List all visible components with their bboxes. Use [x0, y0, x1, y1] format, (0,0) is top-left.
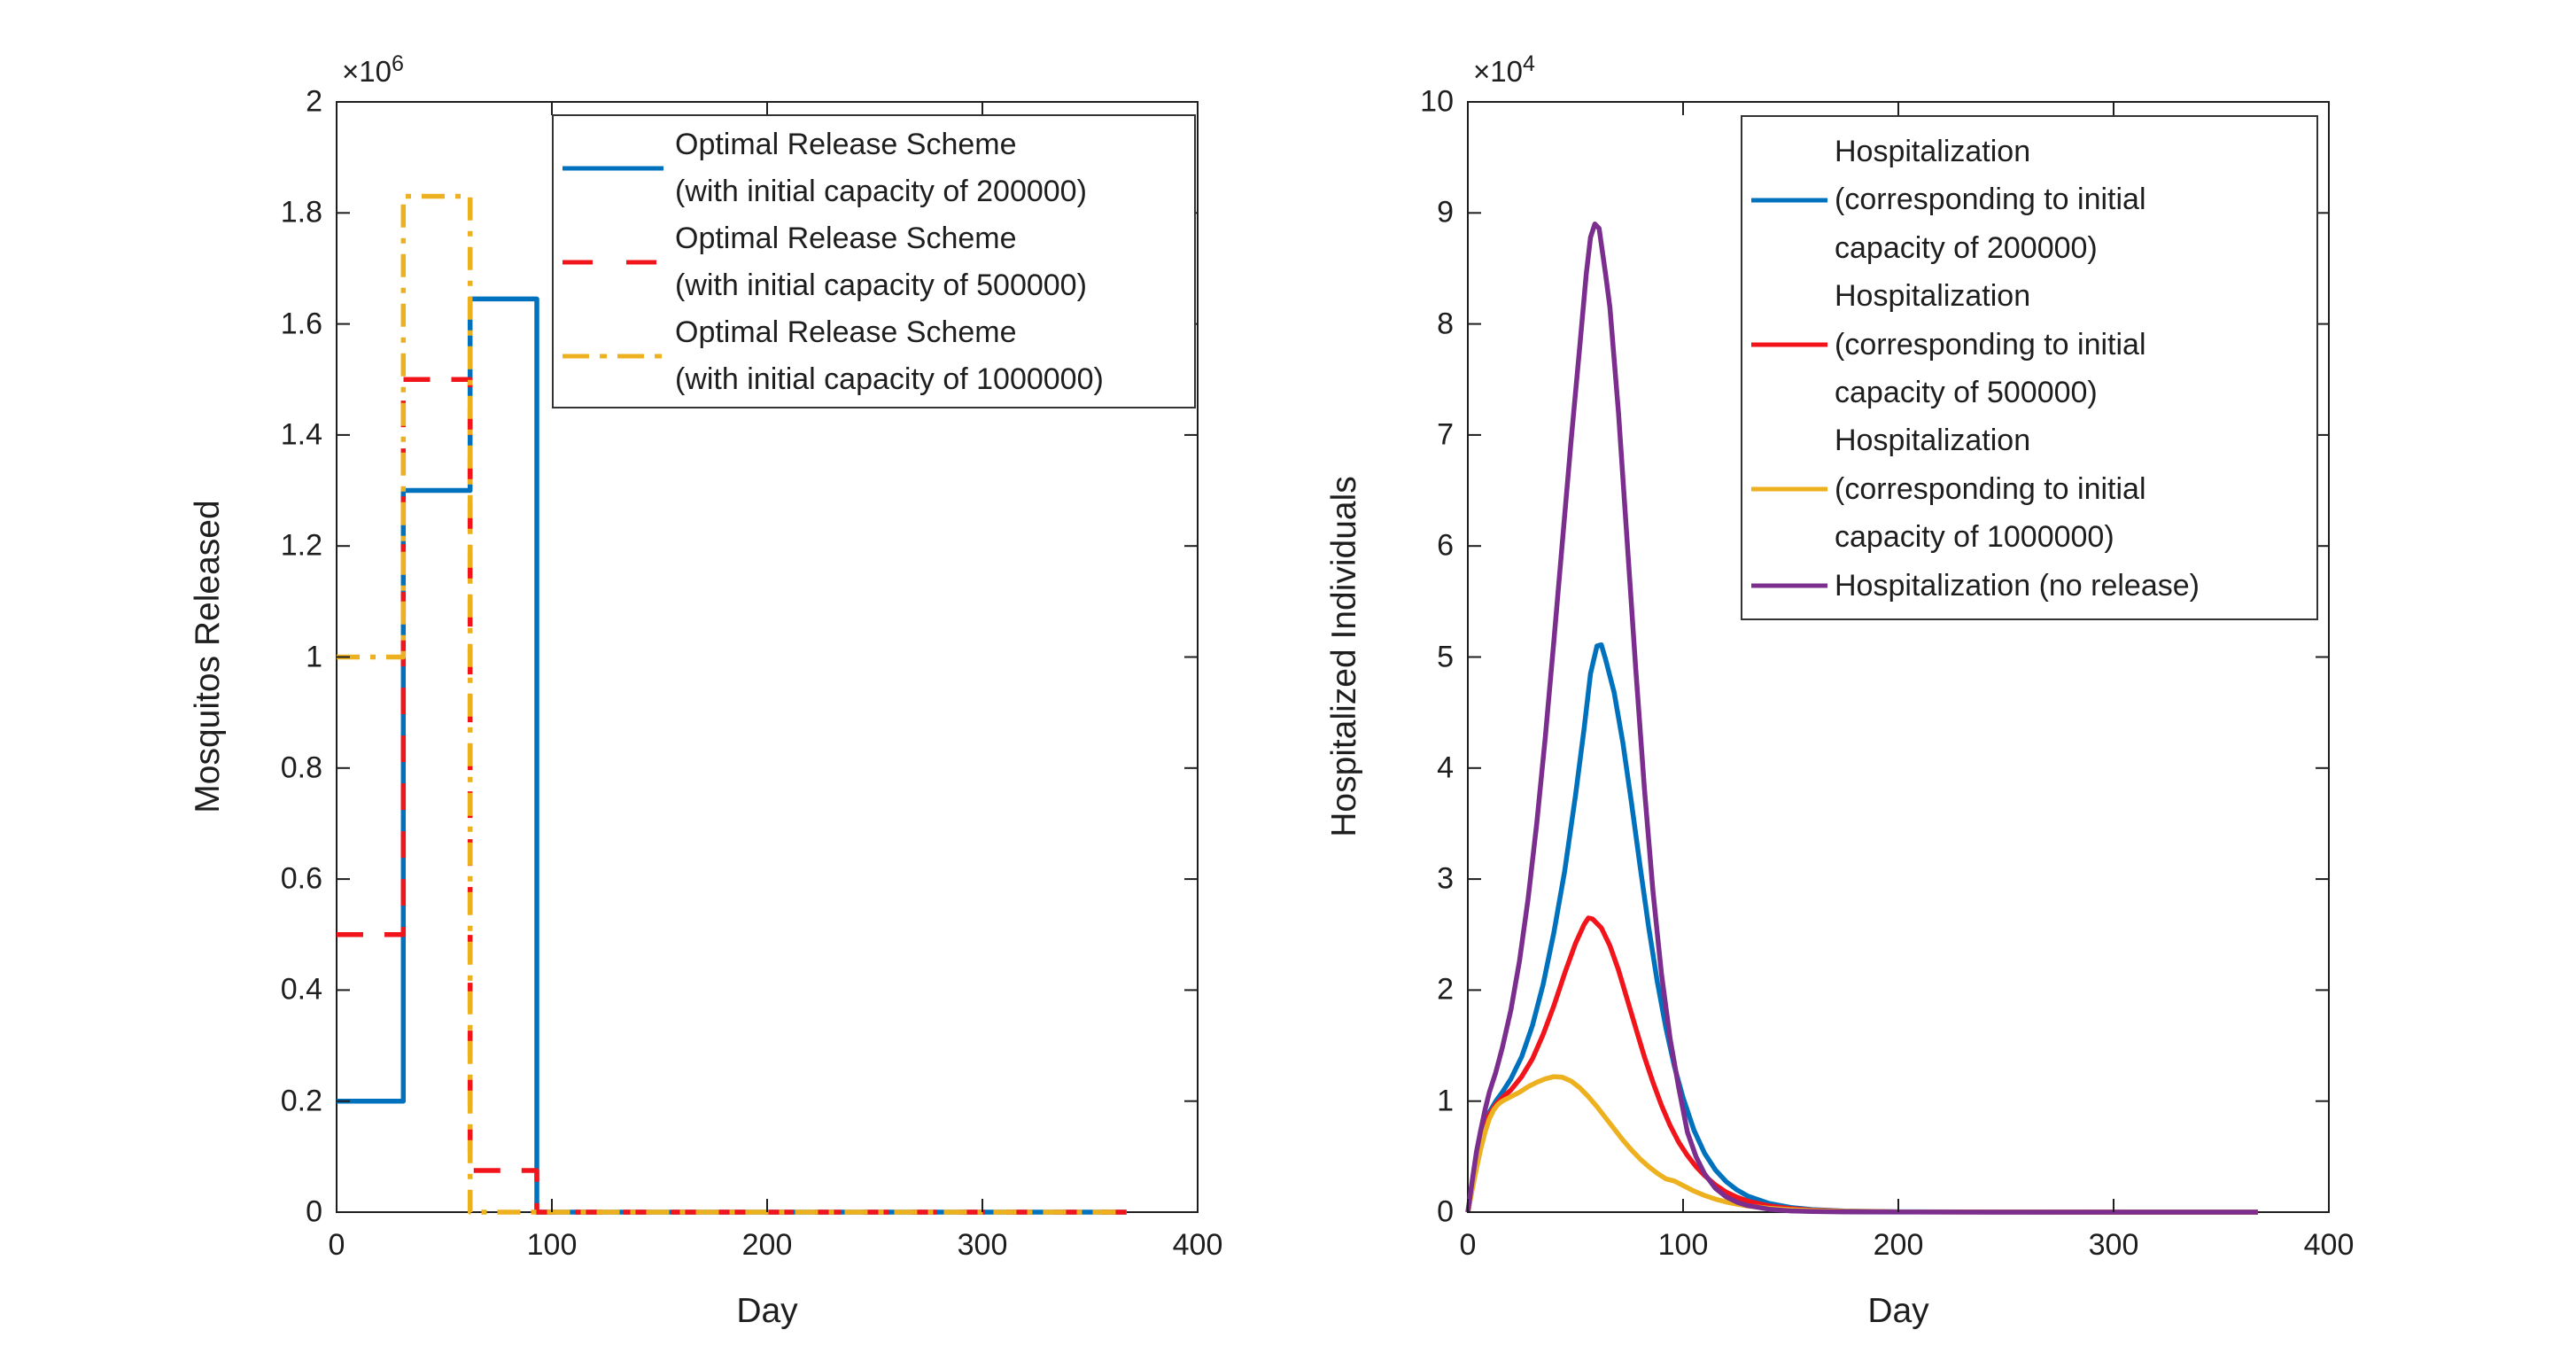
y-tick-label: 1.8 — [280, 195, 322, 229]
y-tick-label: 0.4 — [280, 972, 322, 1007]
y-tick-label: 5 — [1437, 640, 1454, 673]
y-tick-label: 9 — [1437, 195, 1454, 229]
y-tick-label: 4 — [1437, 750, 1454, 785]
y-tick-label: 0 — [1437, 1194, 1454, 1229]
x-tick-label: 400 — [1172, 1228, 1223, 1262]
y-tick-label: 1.4 — [280, 417, 322, 452]
y-tick-label: 0.6 — [280, 861, 322, 896]
legend-label-line: capacity of 200000) — [1835, 230, 2098, 265]
legend-entry: Optimal Release Scheme (with initial capa… — [561, 309, 1187, 403]
legend-marker-swatch — [1751, 198, 1827, 203]
left-y-axis-label: Mosquitos Released — [189, 500, 227, 813]
x-tick-label: 300 — [957, 1228, 1008, 1262]
legend-entry: Hospitalization (corresponding to initial… — [1750, 272, 2309, 416]
right-x-axis-label: Day — [1867, 1292, 1929, 1330]
y-tick-label: 8 — [1437, 307, 1454, 341]
legend-label-line: (with initial capacity of 200000) — [675, 175, 1087, 208]
legend-label-line: (corresponding to initial — [1835, 471, 2146, 506]
exponent-power: 6 — [391, 51, 404, 76]
legend-marker-cell — [1750, 562, 1835, 610]
right-y-axis-exponent: ×104 — [1473, 51, 1535, 89]
legend-text: Hospitalization (no release) — [1835, 562, 2309, 610]
legend-entry: Optimal Release Scheme (with initial capa… — [561, 121, 1187, 215]
legend-label-line: (with initial capacity of 1000000) — [675, 362, 1104, 396]
y-tick-label: 0.2 — [280, 1084, 322, 1118]
x-tick-label: 0 — [1459, 1228, 1477, 1262]
x-tick-label: 200 — [1873, 1228, 1924, 1262]
legend-entry: Optimal Release Scheme (with initial capa… — [561, 215, 1187, 309]
right-legend: Hospitalization (corresponding to initial… — [1741, 115, 2318, 620]
legend-label-line: Hospitalization — [1835, 135, 2031, 168]
legend-marker-cell — [1750, 416, 1835, 561]
series-line-0-1 — [337, 377, 1127, 1215]
left-legend: Optimal Release Scheme (with initial capa… — [552, 114, 1196, 408]
legend-label-line: Optimal Release Scheme — [675, 315, 1017, 349]
legend-label-line: Hospitalization (no release) — [1835, 568, 2200, 603]
y-tick-label: 2 — [306, 84, 322, 119]
legend-marker-swatch — [1751, 342, 1827, 347]
y-tick-label: 1.2 — [280, 528, 322, 563]
legend-marker-cell — [561, 121, 675, 215]
exponent-base: ×10 — [1473, 55, 1523, 88]
x-tick-label: 200 — [741, 1228, 793, 1262]
left-y-axis-exponent: ×106 — [342, 51, 404, 89]
y-tick-label: 6 — [1437, 528, 1454, 563]
y-tick-label: 1.6 — [280, 307, 322, 341]
y-tick-label: 0 — [306, 1194, 322, 1229]
legend-label-line: capacity of 1000000) — [1835, 520, 2114, 555]
legend-marker-cell — [561, 309, 675, 403]
legend-marker-cell — [1750, 128, 1835, 272]
legend-entry: Hospitalization (no release) — [1750, 562, 2309, 610]
legend-marker-swatch — [1751, 486, 1827, 492]
right-y-axis-label: Hospitalized Individuals — [1325, 476, 1363, 837]
legend-marker-swatch — [1751, 583, 1827, 588]
x-tick-label: 400 — [2303, 1228, 2355, 1262]
y-tick-label: 1 — [1437, 1084, 1454, 1118]
y-tick-label: 7 — [1437, 417, 1454, 452]
legend-label-line: Optimal Release Scheme — [675, 222, 1017, 255]
exponent-base: ×10 — [342, 55, 392, 88]
x-tick-label: 300 — [2088, 1228, 2139, 1262]
x-tick-label: 100 — [526, 1228, 578, 1262]
x-tick-label: 100 — [1657, 1228, 1709, 1262]
legend-marker-swatch — [563, 354, 663, 359]
exponent-power: 4 — [1522, 51, 1535, 76]
y-tick-label: 2 — [1437, 972, 1454, 1007]
legend-text: Hospitalization (corresponding to initial… — [1835, 128, 2309, 272]
legend-text: Hospitalization (corresponding to initial… — [1835, 272, 2309, 416]
y-tick-label: 10 — [1420, 84, 1454, 119]
legend-label-line: Optimal Release Scheme — [675, 128, 1017, 161]
series-line-1-2 — [1465, 1074, 2258, 1215]
series-line-1-3 — [1465, 222, 2258, 1215]
y-tick-label: 3 — [1437, 861, 1454, 896]
legend-label-line: (with initial capacity of 500000) — [675, 268, 1087, 302]
x-tick-label: 0 — [328, 1228, 345, 1262]
legend-label-line: Hospitalization — [1835, 424, 2031, 458]
series-line-0-2 — [337, 193, 1127, 1215]
legend-label-line: Hospitalization — [1835, 279, 2031, 314]
legend-text: Optimal Release Scheme (with initial capa… — [675, 121, 1187, 215]
series-line-0-0 — [337, 296, 1127, 1215]
series-line-1-0 — [1465, 642, 2258, 1215]
y-tick-label: 0.8 — [280, 750, 322, 785]
legend-marker-cell — [561, 215, 675, 309]
legend-label-line: (corresponding to initial — [1835, 183, 2146, 217]
series-line-1-1 — [1465, 915, 2258, 1215]
legend-text: Optimal Release Scheme (with initial capa… — [675, 309, 1187, 403]
legend-entry: Hospitalization (corresponding to initial… — [1750, 128, 2309, 272]
legend-marker-swatch — [563, 166, 663, 171]
legend-marker-cell — [1750, 272, 1835, 416]
legend-label-line: capacity of 500000) — [1835, 376, 2098, 410]
legend-text: Optimal Release Scheme (with initial capa… — [675, 215, 1187, 309]
y-tick-label: 1 — [306, 640, 322, 673]
legend-marker-swatch — [563, 260, 663, 265]
left-x-axis-label: Day — [736, 1292, 798, 1330]
legend-text: Hospitalization (corresponding to initial… — [1835, 416, 2309, 561]
legend-entry: Hospitalization (corresponding to initial… — [1750, 416, 2309, 561]
legend-label-line: (corresponding to initial — [1835, 327, 2146, 362]
